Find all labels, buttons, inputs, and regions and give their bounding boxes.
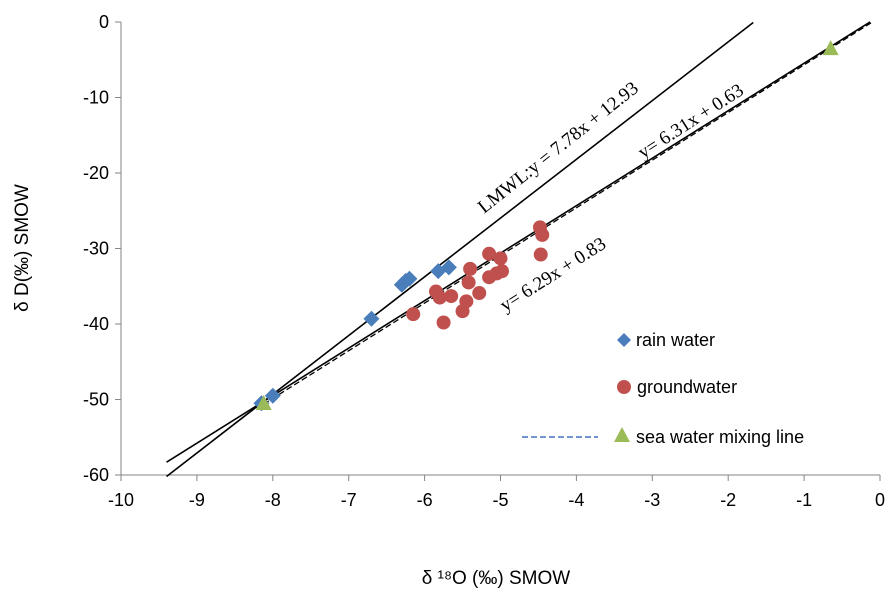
groundwater-point bbox=[406, 307, 421, 322]
x-tick-label: -3 bbox=[644, 490, 660, 510]
legend-label-rain-water: rain water bbox=[636, 330, 715, 350]
y-tick-label: -60 bbox=[83, 465, 109, 485]
legend-label-sea-water-mixing-line: sea water mixing line bbox=[636, 427, 804, 447]
x-tick-label: -5 bbox=[492, 490, 508, 510]
groundwater-point bbox=[444, 289, 459, 304]
regression-line-0 bbox=[166, 21, 754, 478]
x-tick-label: -8 bbox=[265, 490, 281, 510]
rain-water-point bbox=[363, 310, 380, 327]
groundwater-point bbox=[533, 247, 548, 262]
x-tick-label: -1 bbox=[796, 490, 812, 510]
regression-line-1 bbox=[166, 21, 871, 463]
legend: rain water groundwater sea water mixing … bbox=[522, 330, 804, 447]
y-tick-label: -20 bbox=[83, 163, 109, 183]
x-tick-label: -4 bbox=[568, 490, 584, 510]
x-axis-title: δ ¹⁸O (‰) SMOW bbox=[422, 568, 570, 589]
groundwater-point bbox=[472, 286, 487, 301]
legend-triangle-icon bbox=[614, 427, 630, 442]
y-tick-label: -10 bbox=[83, 88, 109, 108]
rain-water-point bbox=[440, 259, 457, 276]
y-tick-label: -50 bbox=[83, 390, 109, 410]
y-axis-title: δ D(‰) SMOW bbox=[12, 184, 33, 312]
tick-labels: -10 -9 -8 -7 -6 -5 -4 -3 -2 -1 00-10-20-30-40-50-6… bbox=[83, 12, 885, 510]
y-tick-label: -40 bbox=[83, 314, 109, 334]
y-tick-label: -30 bbox=[83, 239, 109, 259]
legend-item-groundwater: groundwater bbox=[617, 377, 737, 397]
regression-lines bbox=[166, 21, 873, 478]
groundwater-point bbox=[463, 261, 478, 276]
sea-water-point bbox=[255, 395, 272, 411]
x-tick-label: -9 bbox=[189, 490, 205, 510]
sea-water-point bbox=[822, 40, 839, 56]
regression-line-2 bbox=[263, 21, 873, 405]
legend-item-sea-water-mixing-line: sea water mixing line bbox=[522, 427, 804, 447]
data-points bbox=[253, 40, 839, 412]
groundwater-point bbox=[432, 290, 447, 305]
groundwater-point bbox=[436, 315, 451, 330]
y-tick-label: 0 bbox=[99, 12, 109, 32]
x-tick-label: -6 bbox=[417, 490, 433, 510]
groundwater-point bbox=[459, 294, 474, 309]
groundwater-point bbox=[482, 246, 497, 261]
legend-label-groundwater: groundwater bbox=[637, 377, 737, 397]
x-tick-label: -2 bbox=[720, 490, 736, 510]
x-tick-label: 0 bbox=[875, 490, 885, 510]
groundwater-point bbox=[461, 275, 476, 290]
groundwater-point bbox=[495, 264, 510, 279]
rain-water-point bbox=[401, 270, 418, 287]
line-label-mixing-line: y= 6.31x + 0.63 bbox=[634, 80, 747, 163]
x-tick-label: -7 bbox=[341, 490, 357, 510]
x-tick-label: -10 bbox=[108, 490, 134, 510]
groundwater-point bbox=[535, 227, 550, 242]
legend-item-rain-water: rain water bbox=[617, 330, 715, 350]
rain-water-point bbox=[264, 387, 281, 404]
axes bbox=[115, 21, 881, 481]
groundwater-point bbox=[493, 251, 508, 266]
legend-circle-icon bbox=[617, 380, 631, 394]
line-label-lmwl: LMWL:y = 7.78x + 12.93 bbox=[474, 78, 643, 218]
legend-diamond-icon bbox=[617, 333, 631, 347]
